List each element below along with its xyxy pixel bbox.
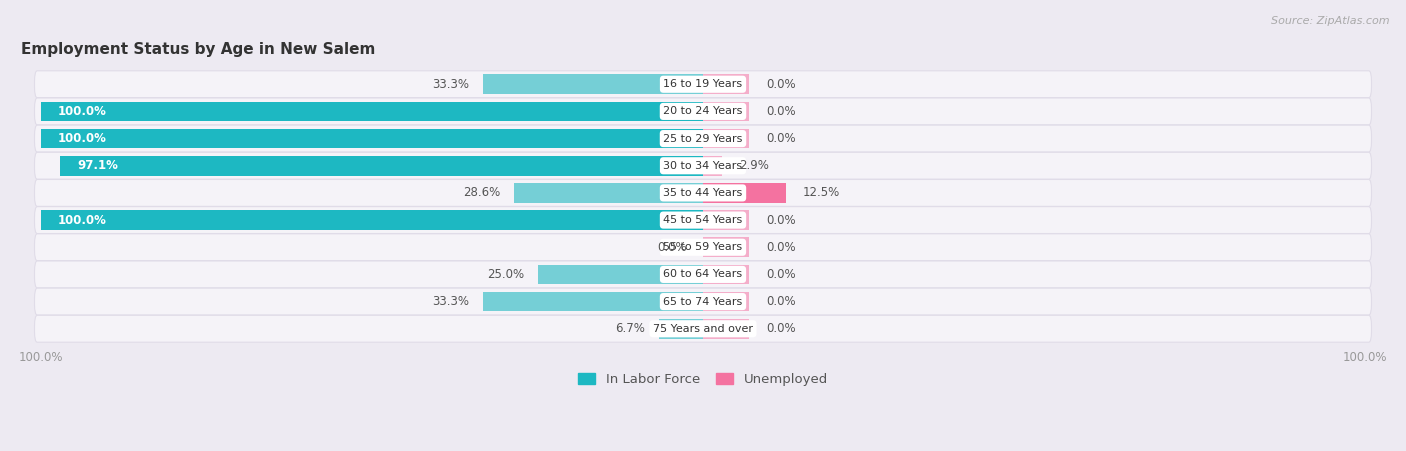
Text: 100.0%: 100.0% — [58, 105, 107, 118]
Text: 0.0%: 0.0% — [657, 241, 686, 254]
Text: 0.0%: 0.0% — [766, 78, 796, 91]
Text: 0.0%: 0.0% — [766, 295, 796, 308]
FancyBboxPatch shape — [35, 315, 1371, 342]
FancyBboxPatch shape — [35, 152, 1371, 179]
FancyBboxPatch shape — [35, 234, 1371, 261]
Text: 0.0%: 0.0% — [766, 214, 796, 226]
Bar — [703, 183, 786, 202]
Bar — [513, 183, 703, 202]
Bar — [41, 101, 703, 121]
Text: 100.0%: 100.0% — [58, 132, 107, 145]
Text: 20 to 24 Years: 20 to 24 Years — [664, 106, 742, 116]
Text: 0.0%: 0.0% — [766, 322, 796, 335]
Text: 28.6%: 28.6% — [463, 186, 501, 199]
Text: 100.0%: 100.0% — [58, 214, 107, 226]
Text: 33.3%: 33.3% — [433, 78, 470, 91]
Bar — [658, 319, 703, 339]
Bar — [703, 265, 749, 284]
Bar — [703, 74, 749, 94]
Bar — [41, 129, 703, 148]
Text: 55 to 59 Years: 55 to 59 Years — [664, 242, 742, 252]
Text: 25.0%: 25.0% — [488, 268, 524, 281]
FancyBboxPatch shape — [35, 179, 1371, 207]
Bar — [703, 210, 749, 230]
Bar — [703, 156, 723, 175]
Text: 45 to 54 Years: 45 to 54 Years — [664, 215, 742, 225]
Text: 60 to 64 Years: 60 to 64 Years — [664, 269, 742, 280]
Bar — [703, 292, 749, 311]
Text: Employment Status by Age in New Salem: Employment Status by Age in New Salem — [21, 42, 375, 57]
Text: 0.0%: 0.0% — [766, 268, 796, 281]
Bar — [41, 210, 703, 230]
FancyBboxPatch shape — [35, 207, 1371, 234]
Text: Source: ZipAtlas.com: Source: ZipAtlas.com — [1271, 16, 1389, 26]
Bar — [703, 101, 749, 121]
Text: 25 to 29 Years: 25 to 29 Years — [664, 133, 742, 143]
Bar — [703, 319, 749, 339]
Text: 16 to 19 Years: 16 to 19 Years — [664, 79, 742, 89]
FancyBboxPatch shape — [35, 261, 1371, 288]
Text: 0.0%: 0.0% — [766, 132, 796, 145]
FancyBboxPatch shape — [35, 288, 1371, 315]
Text: 35 to 44 Years: 35 to 44 Years — [664, 188, 742, 198]
Bar — [703, 129, 749, 148]
FancyBboxPatch shape — [35, 125, 1371, 152]
Text: 2.9%: 2.9% — [738, 159, 769, 172]
Bar — [482, 74, 703, 94]
Text: 6.7%: 6.7% — [616, 322, 645, 335]
Text: 12.5%: 12.5% — [803, 186, 839, 199]
Text: 30 to 34 Years: 30 to 34 Years — [664, 161, 742, 171]
Text: 33.3%: 33.3% — [433, 295, 470, 308]
Text: 97.1%: 97.1% — [77, 159, 118, 172]
Bar — [482, 292, 703, 311]
FancyBboxPatch shape — [35, 71, 1371, 98]
Text: 75 Years and over: 75 Years and over — [652, 324, 754, 334]
FancyBboxPatch shape — [35, 98, 1371, 125]
Text: 65 to 74 Years: 65 to 74 Years — [664, 297, 742, 307]
Bar — [703, 238, 749, 257]
Legend: In Labor Force, Unemployed: In Labor Force, Unemployed — [572, 368, 834, 391]
Text: 0.0%: 0.0% — [766, 105, 796, 118]
Bar — [537, 265, 703, 284]
Bar — [60, 156, 703, 175]
Text: 0.0%: 0.0% — [766, 241, 796, 254]
